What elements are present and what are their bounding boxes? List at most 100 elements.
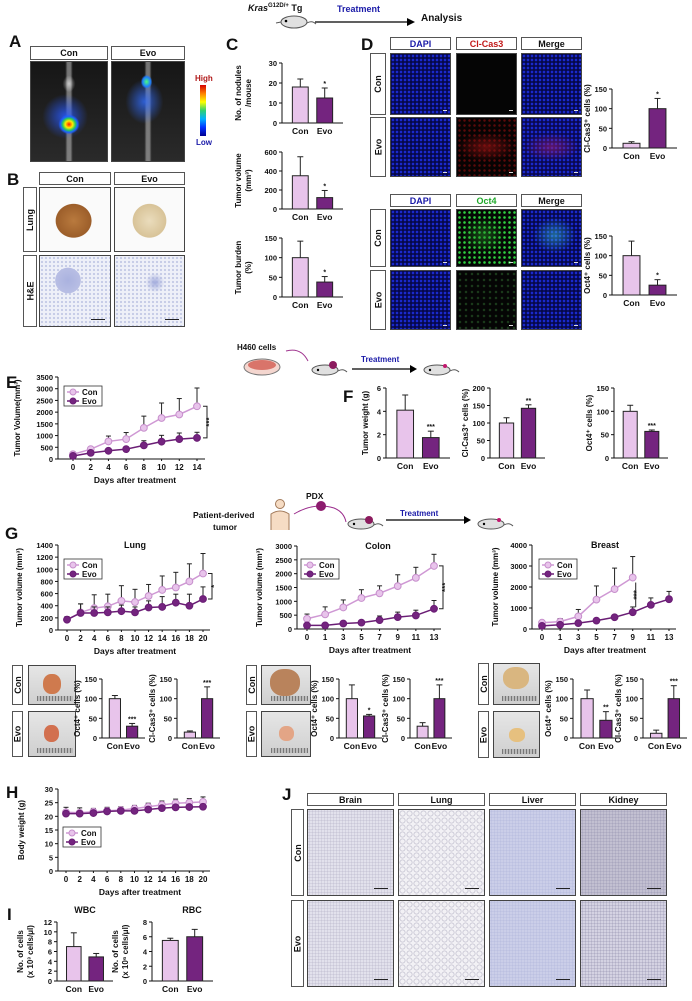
x-tick-label: 7	[377, 633, 382, 642]
x-tick-label: 18	[185, 634, 194, 643]
scale-bar	[443, 172, 447, 173]
bar-con	[580, 698, 594, 739]
data-point	[89, 809, 98, 817]
legend-label: Evo	[319, 570, 334, 579]
data-point	[321, 621, 330, 630]
panel-d-header-merge: Merge	[521, 37, 582, 50]
if-cl-cas3-con	[456, 53, 517, 115]
y-tick-label: 20	[269, 79, 277, 88]
y-axis-label: Cl-Cas3⁺ cells (%)	[148, 674, 157, 743]
bar-con	[622, 410, 638, 459]
data-point	[104, 437, 113, 446]
ruler	[37, 748, 74, 753]
kras-gene: Kras	[248, 3, 269, 13]
series-evo	[69, 431, 201, 460]
x-tick-label: 3	[576, 633, 581, 642]
scale-bar	[647, 978, 661, 980]
panel-letter-f: F	[343, 387, 354, 406]
y-tick-label: 8	[143, 918, 147, 927]
chart-c-1: 0 200 400 600 Tumor volume (mm³) Con * Evo	[234, 148, 343, 222]
x-category-label: Evo	[317, 212, 333, 222]
y-tick-label: 0	[168, 734, 172, 743]
x-tick-label: 7	[612, 633, 617, 642]
legend-label: Con	[81, 829, 97, 838]
significance-marker: *	[323, 183, 326, 190]
y-tick-label: 2	[48, 967, 52, 976]
data-point	[90, 609, 99, 617]
legend-label: Con	[82, 561, 98, 570]
data-point	[157, 437, 166, 446]
series-evo	[303, 600, 438, 630]
x-category-label: Evo	[521, 461, 537, 471]
y-tick-label: 2500	[275, 556, 292, 565]
significance-marker: ***	[648, 423, 656, 430]
data-point	[175, 410, 184, 419]
y-tick-label: 0	[273, 119, 277, 128]
data-point	[339, 619, 348, 628]
y-tick-label: 2	[377, 431, 381, 440]
x-axis-label: Days after treatment	[329, 645, 411, 655]
y-tick-label: 100	[159, 695, 172, 704]
data-point	[122, 445, 131, 454]
data-point	[556, 620, 565, 629]
y-tick-label: 2000	[36, 408, 53, 417]
x-tick-label: 5	[359, 633, 364, 642]
series-evo	[63, 586, 207, 624]
y-tick-label: 2000	[275, 570, 292, 579]
y-tick-label: 50	[630, 714, 638, 723]
y-tick-label: 3000	[36, 385, 53, 394]
panel-b-row-he: H&E	[23, 255, 37, 327]
y-axis-label: Oct4⁺ cells (%)	[585, 394, 594, 451]
data-point	[144, 603, 153, 612]
y-tick-label: 8	[48, 938, 52, 947]
y-axis-label: Cl-Cas3⁺ cells (%)	[461, 388, 470, 457]
y-tick-label: 10	[45, 840, 53, 849]
bar-evo	[316, 197, 334, 210]
bar-evo	[599, 719, 613, 739]
y-axis-label: No. of nodules	[234, 65, 243, 121]
if-merge-evo	[521, 117, 582, 177]
if-cl-cas3-evo	[456, 117, 517, 177]
panel-letter-h: H	[6, 783, 19, 802]
legend-label: Con	[319, 561, 335, 570]
data-point	[171, 598, 180, 607]
x-tick-label: 14	[157, 875, 166, 884]
y-axis-label: Oct4⁺ cells (%)	[544, 680, 553, 737]
y-tick-label: 0	[603, 144, 607, 153]
x-tick-label: 5	[594, 633, 599, 642]
y-tick-label: 50	[599, 271, 607, 280]
if-dapi-evo-2	[390, 270, 451, 330]
panel-letter-e: E	[6, 373, 18, 392]
y-axis-label: No. of cells	[16, 930, 25, 973]
panel-letter-c: C	[226, 35, 239, 54]
y-axis-label: No. of cells	[111, 930, 120, 973]
chart-f-6: 0 2 4 6 Tumor weight (g) Con *** Evo	[361, 384, 450, 471]
y-tick-label: 25	[45, 799, 53, 808]
y-axis-label: Tumor volume (mm³)	[255, 548, 264, 627]
series-con	[69, 387, 201, 459]
x-tick-label: 4	[106, 463, 111, 472]
pet-ct-image-evo	[111, 61, 185, 162]
kras-tg: Tg	[288, 3, 303, 13]
significance-bracket	[439, 565, 444, 610]
y-tick-label: 200	[264, 186, 277, 195]
significance-bracket	[208, 573, 213, 600]
ruler	[502, 749, 538, 754]
x-tick-label: 0	[305, 633, 310, 642]
scale-bar	[443, 262, 447, 263]
legend-marker	[544, 570, 552, 578]
legend-label: Evo	[82, 570, 97, 579]
y-tick-label: 4	[143, 948, 148, 957]
scale-bar	[465, 887, 479, 889]
x-tick-label: 0	[65, 634, 70, 643]
data-point	[610, 613, 619, 622]
x-tick-label: 11	[412, 633, 421, 642]
bar-evo	[520, 407, 537, 459]
if-dapi-con	[390, 53, 451, 115]
x-axis-label: Days after treatment	[94, 646, 176, 656]
significance-marker: ***	[203, 680, 211, 687]
data-point	[193, 402, 201, 411]
data-point	[171, 583, 180, 592]
panel-letter-a: A	[9, 32, 22, 51]
